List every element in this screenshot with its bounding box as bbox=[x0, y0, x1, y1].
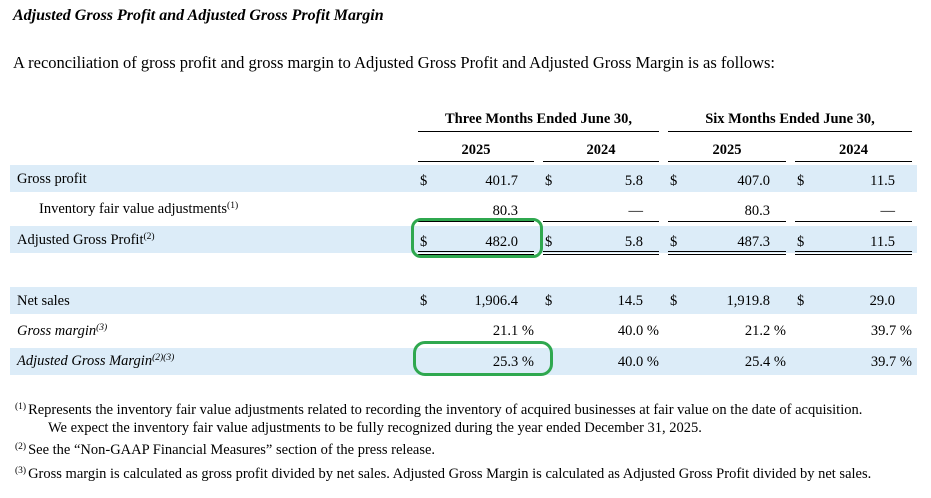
header-year-2025-three: 2025 bbox=[418, 142, 534, 159]
value-q2-2024: 5.8 bbox=[565, 172, 643, 190]
value-q2-2024: 40.0 % bbox=[565, 322, 659, 340]
value-h1-2024: 39.7 % bbox=[817, 322, 912, 340]
footnote-2: (2) See the “Non-GAAP Financial Measures”… bbox=[15, 441, 435, 459]
footnote-1: (1) Represents the inventory fair value a… bbox=[15, 401, 862, 419]
footnote-3: (3) Gross margin is calculated as gross p… bbox=[15, 465, 871, 483]
header-three-months: Three Months Ended June 30, bbox=[418, 111, 659, 128]
value-q2-2025: 21.1 % bbox=[440, 322, 534, 340]
total-rule-3b bbox=[668, 254, 786, 255]
row-label-gross-margin: Gross margin(3) bbox=[17, 322, 107, 340]
value-q2-2025: 1,906.4 bbox=[440, 292, 518, 310]
row-label-adjusted-gross-profit: Adjusted Gross Profit(2) bbox=[17, 231, 155, 249]
currency-symbol: $ bbox=[797, 292, 811, 310]
header-year-2024-three: 2024 bbox=[543, 142, 659, 159]
currency-symbol: $ bbox=[420, 172, 434, 190]
total-rule-2b bbox=[543, 254, 659, 255]
currency-symbol: $ bbox=[545, 172, 559, 190]
row-label-gross-profit: Gross profit bbox=[17, 170, 87, 188]
footnote-1-continued: We expect the inventory fair value adjus… bbox=[48, 419, 702, 437]
row-label-net-sales: Net sales bbox=[17, 292, 70, 310]
value-h1-2024: 11.5 bbox=[817, 233, 895, 251]
year-rule-1 bbox=[418, 161, 534, 162]
currency-symbol: $ bbox=[545, 233, 559, 251]
total-rule-4a bbox=[795, 251, 912, 252]
value-q2-2025: 401.7 bbox=[440, 172, 518, 190]
value-h1-2025: 25.4 % bbox=[690, 353, 786, 371]
value-h1-2024: 39.7 % bbox=[817, 353, 912, 371]
row-label-inventory-adjustments: Inventory fair value adjustments(1) bbox=[39, 200, 238, 218]
year-rule-4 bbox=[795, 161, 912, 162]
intro-paragraph: A reconciliation of gross profit and gro… bbox=[13, 53, 775, 73]
value-h1-2024: 11.5 bbox=[817, 172, 895, 190]
currency-symbol: $ bbox=[670, 233, 684, 251]
year-rule-3 bbox=[668, 161, 786, 162]
currency-symbol: $ bbox=[420, 292, 434, 310]
currency-symbol: $ bbox=[797, 233, 811, 251]
subtotal-rule-3 bbox=[668, 221, 786, 222]
value-h1-2025: 80.3 bbox=[690, 202, 770, 220]
header-six-months: Six Months Ended June 30, bbox=[668, 111, 912, 128]
value-h1-2024: — bbox=[817, 202, 895, 220]
value-q2-2024: 14.5 bbox=[565, 292, 643, 310]
value-q2-2024: 5.8 bbox=[565, 233, 643, 251]
year-rule-2 bbox=[543, 161, 659, 162]
header-rule-six-months bbox=[668, 131, 912, 132]
currency-symbol: $ bbox=[797, 172, 811, 190]
total-rule-2a bbox=[543, 251, 659, 252]
highlight-adjusted-gross-profit bbox=[411, 218, 543, 258]
value-q2-2024: — bbox=[565, 202, 643, 220]
total-rule-4b bbox=[795, 254, 912, 255]
highlight-adjusted-gross-margin bbox=[413, 341, 553, 376]
header-rule-three-months bbox=[418, 131, 659, 132]
value-q2-2024: 40.0 % bbox=[565, 353, 659, 371]
subtotal-rule-2 bbox=[543, 221, 659, 222]
value-h1-2025: 1,919.8 bbox=[690, 292, 770, 310]
currency-symbol: $ bbox=[545, 292, 559, 310]
value-h1-2025: 487.3 bbox=[690, 233, 770, 251]
section-title: Adjusted Gross Profit and Adjusted Gross… bbox=[13, 7, 384, 25]
value-h1-2025: 407.0 bbox=[690, 172, 770, 190]
subtotal-rule-4 bbox=[795, 221, 912, 222]
currency-symbol: $ bbox=[670, 172, 684, 190]
value-h1-2024: 29.0 bbox=[817, 292, 895, 310]
value-h1-2025: 21.2 % bbox=[690, 322, 786, 340]
currency-symbol: $ bbox=[670, 292, 684, 310]
header-year-2025-six: 2025 bbox=[668, 142, 786, 159]
row-label-adjusted-gross-margin: Adjusted Gross Margin(2)(3) bbox=[17, 352, 174, 370]
header-year-2024-six: 2024 bbox=[795, 142, 912, 159]
total-rule-3a bbox=[668, 251, 786, 252]
